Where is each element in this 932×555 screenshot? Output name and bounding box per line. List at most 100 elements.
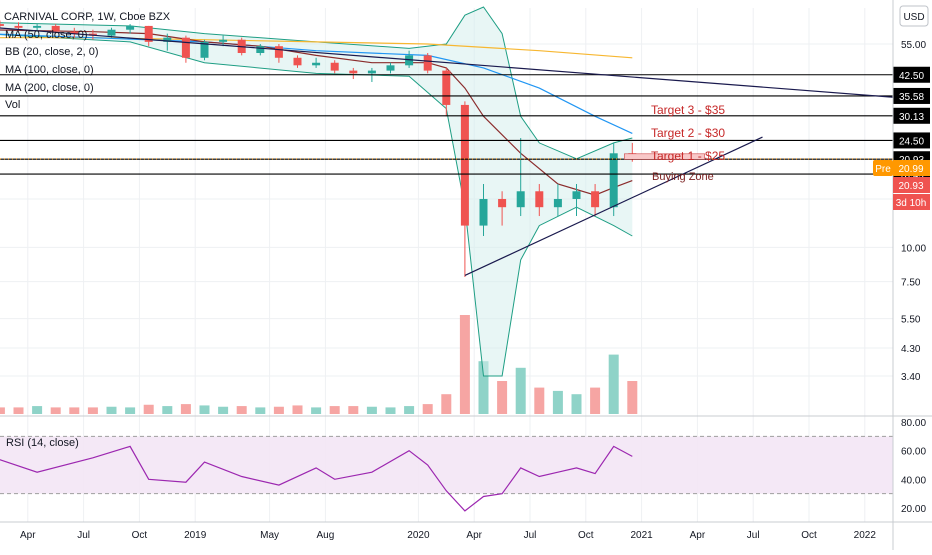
candle-body: [256, 46, 265, 54]
rsi-tick-label: 80.00: [901, 418, 926, 429]
volume-bar: [125, 407, 136, 414]
currency-label: USD: [903, 12, 924, 23]
buying-zone-box: [624, 153, 705, 160]
level-tag-bg: [893, 107, 930, 124]
rsi-legend: RSI (14, close): [6, 437, 79, 449]
volume-bar: [0, 407, 5, 414]
indicator-volume: Vol: [5, 99, 20, 111]
candle-body: [163, 37, 172, 42]
x-tick-label: Oct: [132, 530, 148, 541]
candle-body: [349, 70, 358, 74]
candle-body: [423, 55, 432, 71]
volume-bar: [199, 405, 210, 414]
x-tick-label: Apr: [690, 530, 706, 541]
volume-bar: [106, 406, 117, 414]
x-tick-label: 2019: [184, 530, 207, 541]
candle-body: [33, 25, 42, 28]
x-tick-label: Jul: [747, 530, 760, 541]
volume-bar: [50, 407, 61, 414]
volume-bar: [571, 394, 582, 414]
volume-bar: [87, 407, 98, 414]
volume-bar: [311, 407, 322, 414]
indicator-ma100: MA (100, close, 0): [5, 64, 94, 76]
x-tick-label: Aug: [317, 530, 335, 541]
volume-bar: [627, 381, 638, 414]
volume-bar: [515, 367, 526, 414]
y-tick-label: 3.40: [901, 372, 921, 383]
candle-body: [386, 65, 395, 71]
volume-bar: [218, 406, 229, 414]
bb-lower-line: [0, 34, 633, 377]
x-tick-label: Apr: [466, 530, 482, 541]
y-tick-label: 55.00: [901, 40, 926, 51]
y-tick-label: 7.50: [901, 278, 921, 289]
candle-body: [51, 25, 60, 32]
candle-body: [70, 31, 79, 34]
volume-bar: [552, 390, 563, 414]
volume-bar: [404, 406, 415, 414]
volume-bar: [478, 361, 489, 414]
candle-body: [479, 198, 488, 226]
bb-upper-line: [0, 6, 633, 160]
x-tick-label: Oct: [578, 530, 594, 541]
pre-tag-label: Pre: [875, 164, 891, 175]
volume-bar: [255, 407, 266, 414]
candle-body: [14, 25, 23, 28]
x-tick-label: Apr: [20, 530, 36, 541]
candle-body: [274, 46, 283, 58]
target3-label: Target 3 - $35: [651, 103, 725, 117]
volume-bar: [32, 406, 43, 414]
candle-body: [107, 29, 116, 36]
y-tick-label: 5.50: [901, 315, 921, 326]
candle-body: [312, 62, 321, 66]
x-tick-label: 2022: [854, 530, 877, 541]
rsi-tick-label: 60.00: [901, 447, 926, 458]
level-tag-label: 42.50: [899, 71, 924, 82]
x-tick-label: 2020: [407, 530, 430, 541]
volume-bar: [13, 407, 24, 414]
volume-bar: [459, 315, 470, 414]
rsi-band: [0, 436, 893, 494]
candle-body: [405, 55, 414, 66]
candle-body: [144, 25, 153, 42]
candle-body: [516, 191, 525, 208]
candle-body: [553, 198, 562, 208]
candle-body: [0, 24, 4, 26]
buying-zone-label: Buying Zone: [652, 171, 714, 183]
indicator-bb: BB (20, close, 2, 0): [5, 46, 99, 58]
target1-label: Target 1 - $25: [651, 149, 725, 163]
x-tick-label: Jul: [524, 530, 537, 541]
pre-price-tag-bg: [893, 160, 930, 176]
candle-body: [293, 57, 302, 66]
volume-bar: [236, 406, 247, 414]
volume-bar: [608, 354, 619, 414]
volume-bar: [497, 381, 508, 414]
volume-bar: [273, 406, 284, 414]
x-tick-label: Oct: [801, 530, 817, 541]
level-tag-bg: [893, 66, 930, 83]
level-tag-label: 35.58: [899, 92, 924, 103]
level-tag-label: 24.50: [899, 136, 924, 147]
volume-bar: [366, 406, 377, 414]
target2-label: Target 2 - $30: [651, 126, 725, 140]
y-tick-label: 4.30: [901, 344, 921, 355]
candle-body: [609, 153, 618, 208]
candle-body: [126, 25, 135, 30]
rsi-line: [0, 445, 633, 512]
downtrend-line: [0, 27, 894, 98]
x-tick-label: May: [260, 530, 279, 541]
volume-bar: [422, 404, 433, 414]
volume-bar: [534, 387, 545, 414]
pre-tag-bg: [873, 160, 893, 176]
bb-fill: [0, 7, 633, 376]
volume-bar: [69, 407, 80, 414]
currency-button[interactable]: USD: [899, 5, 929, 27]
candle-body: [367, 70, 376, 74]
rsi-tick-label: 40.00: [901, 475, 926, 486]
candle-body: [330, 62, 339, 71]
level-tag-bg: [893, 132, 930, 149]
countdown-tag-bg: [893, 194, 930, 210]
volume-bar: [162, 406, 173, 414]
